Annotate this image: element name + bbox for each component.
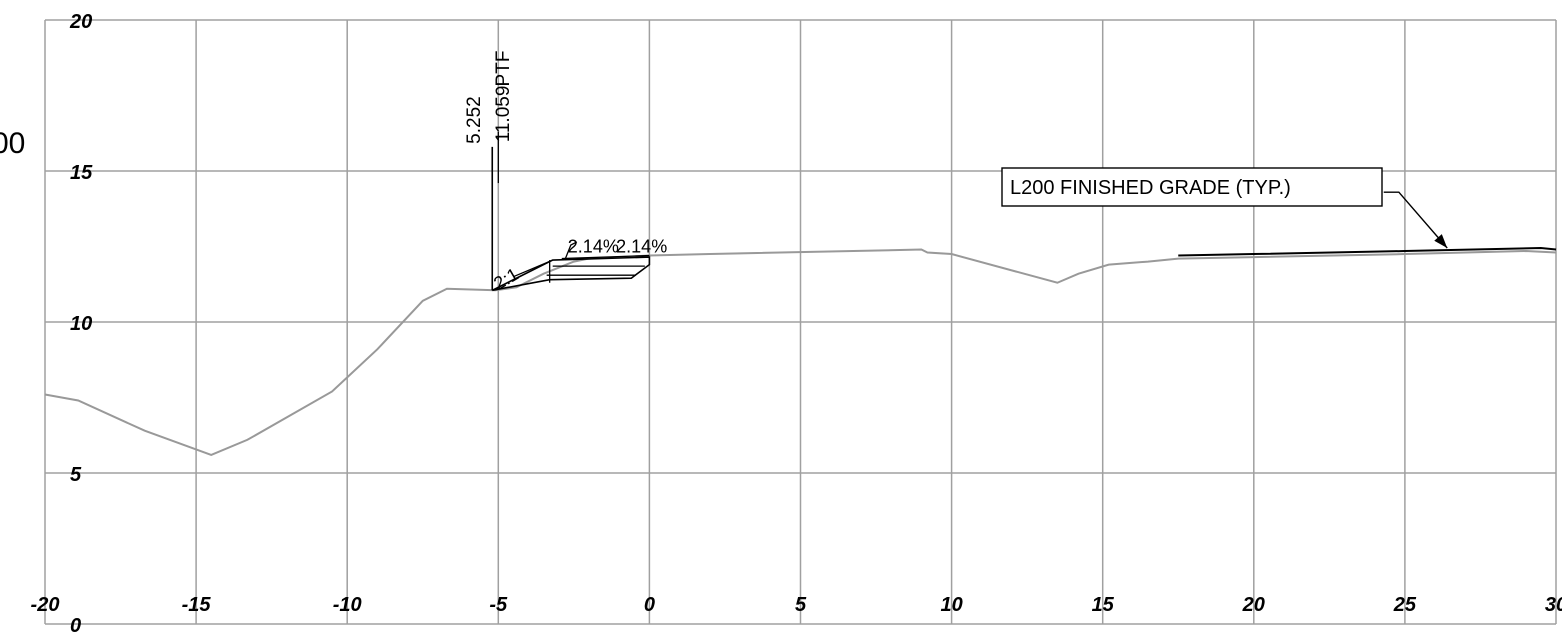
y-tick-label: 20 bbox=[69, 11, 92, 33]
annotation-2: 11.059 bbox=[493, 86, 514, 143]
y-tick-label: 15 bbox=[70, 162, 93, 184]
annotation-1: PTF bbox=[493, 51, 514, 87]
callout-box bbox=[1001, 167, 1383, 207]
x-axis-tick-labels: -20 -15 -10 -5 0 5 10 15 20 25 30 bbox=[31, 594, 1562, 616]
x-tick-label: -10 bbox=[333, 594, 362, 616]
y-axis-tick-labels: 0 5 10 15 20 bbox=[69, 11, 93, 634]
y-tick-label: 5 bbox=[70, 464, 82, 486]
callout-arrowhead bbox=[1434, 234, 1448, 249]
profile-line-1 bbox=[1178, 247, 1557, 257]
annotation-5: 2.14% bbox=[616, 237, 667, 257]
annotation-4: 2.14% bbox=[568, 237, 619, 257]
x-tick-label: -5 bbox=[489, 594, 508, 616]
clipped-left-label: 00 bbox=[0, 127, 25, 160]
callout-text: L200 FINISHED GRADE (TYP.) bbox=[1010, 177, 1291, 199]
design-break-mark bbox=[564, 241, 578, 261]
callout-leader-line bbox=[1383, 191, 1448, 249]
grid-lines bbox=[44, 19, 1557, 625]
x-tick-label: -15 bbox=[182, 594, 212, 616]
finished-grade-callout: L200 FINISHED GRADE (TYP.) bbox=[1001, 167, 1448, 249]
x-tick-label: 20 bbox=[1242, 594, 1265, 616]
annotation-0: 5.252 bbox=[464, 96, 485, 144]
design-section bbox=[491, 131, 651, 292]
x-tick-label: 15 bbox=[1092, 594, 1115, 616]
x-tick-label: 30 bbox=[1545, 594, 1562, 616]
design-inner-line-3 bbox=[561, 254, 650, 260]
x-tick-label: -20 bbox=[31, 594, 60, 616]
x-tick-label: 10 bbox=[940, 594, 962, 616]
design-inner-line-0 bbox=[513, 259, 553, 278]
y-tick-label: 0 bbox=[70, 615, 81, 634]
y-tick-label: 10 bbox=[70, 313, 92, 335]
x-tick-label: 5 bbox=[795, 594, 807, 616]
x-tick-label: 25 bbox=[1393, 594, 1417, 616]
x-tick-label: 0 bbox=[644, 594, 655, 616]
